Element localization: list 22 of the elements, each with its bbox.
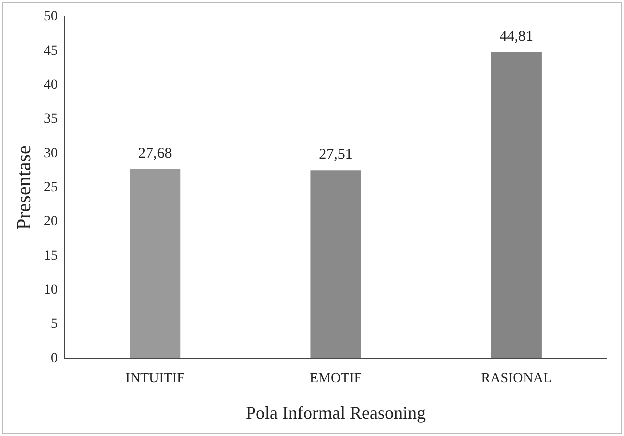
y-tick-label: 25	[44, 180, 58, 196]
bar	[130, 169, 181, 359]
bar	[310, 170, 362, 359]
y-tick-label: 10	[44, 282, 58, 298]
y-tick-label: 5	[51, 317, 58, 332]
y-tick-label: 50	[44, 10, 58, 25]
x-tick-label: EMOTIF	[310, 372, 362, 387]
y-tick-label: 35	[44, 112, 58, 128]
bar	[491, 52, 542, 359]
y-tick-label: 40	[44, 78, 58, 93]
y-tick-label: 0	[51, 351, 58, 366]
x-tick-label: INTUITIF	[126, 372, 186, 387]
data-label: 27,51	[319, 147, 353, 164]
y-tick-label: 30	[44, 146, 58, 162]
data-label: 27,68	[138, 146, 172, 162]
y-tick-label: 45	[44, 44, 58, 59]
data-label: 44,81	[500, 28, 534, 45]
x-tick-label: RASIONAL	[481, 372, 552, 387]
y-tick-label: 20	[44, 214, 58, 230]
x-axis-title: Pola Informal Reasoning	[246, 402, 426, 423]
y-tick-label: 15	[44, 248, 58, 264]
y-axis-title: Presentase	[13, 145, 36, 230]
